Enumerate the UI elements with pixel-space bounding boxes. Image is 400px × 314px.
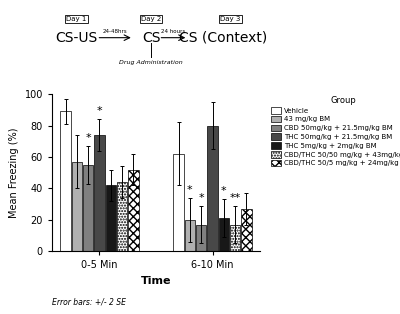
Text: *: * bbox=[221, 186, 227, 196]
Text: *: * bbox=[97, 106, 102, 116]
Text: Error bars: +/- 2 SE: Error bars: +/- 2 SE bbox=[52, 298, 126, 306]
Text: 24-48hrs: 24-48hrs bbox=[103, 29, 127, 34]
Text: *: * bbox=[187, 185, 193, 195]
Text: CS-US: CS-US bbox=[56, 31, 98, 45]
Text: Day 2: Day 2 bbox=[141, 16, 161, 22]
Bar bbox=[60, 111, 71, 251]
Bar bbox=[230, 225, 240, 251]
Text: CS (Context): CS (Context) bbox=[179, 31, 267, 45]
Bar bbox=[128, 170, 138, 251]
Legend: Vehicle, 43 mg/kg BM, CBD 50mg/kg + 21.5mg/kg BM, THC 50mg/kg + 21.5mg/kg BM, TH: Vehicle, 43 mg/kg BM, CBD 50mg/kg + 21.5… bbox=[270, 95, 400, 168]
Bar bbox=[174, 154, 184, 251]
Text: 24 hours: 24 hours bbox=[161, 29, 186, 34]
Text: **: ** bbox=[230, 192, 241, 203]
Bar bbox=[185, 220, 195, 251]
Text: Day 1: Day 1 bbox=[66, 16, 87, 22]
Text: Day 3: Day 3 bbox=[220, 16, 240, 22]
Text: CS: CS bbox=[142, 31, 160, 45]
Bar bbox=[207, 126, 218, 251]
Y-axis label: Mean Freezing (%): Mean Freezing (%) bbox=[9, 127, 19, 218]
Bar bbox=[117, 182, 127, 251]
Bar bbox=[72, 162, 82, 251]
Text: *: * bbox=[85, 133, 91, 143]
Bar bbox=[241, 209, 252, 251]
Bar bbox=[219, 218, 229, 251]
Bar bbox=[83, 165, 93, 251]
Text: *: * bbox=[198, 192, 204, 203]
Bar bbox=[94, 135, 105, 251]
Text: Drug Administration: Drug Administration bbox=[119, 60, 183, 65]
X-axis label: Time: Time bbox=[141, 276, 171, 286]
Bar bbox=[196, 225, 206, 251]
Bar bbox=[106, 185, 116, 251]
